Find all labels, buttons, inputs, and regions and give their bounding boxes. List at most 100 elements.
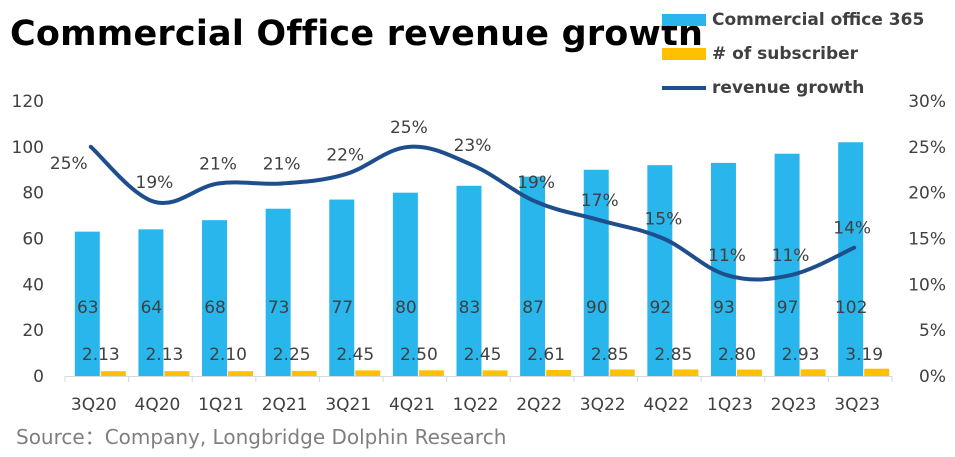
growth-point-label: 21% (199, 155, 237, 175)
revenue-bar (583, 169, 609, 376)
subscriber-bar-label: 2.13 (82, 345, 120, 365)
x-tick-label: 3Q23 (834, 395, 880, 415)
x-tick-label: 3Q22 (580, 395, 626, 415)
subscriber-bar-label: 2.61 (527, 345, 565, 365)
y-right-tick-label: 30% (908, 92, 946, 112)
source-note: Source：Company, Longbridge Dolphin Resea… (16, 425, 507, 449)
y-right-tick-label: 0% (919, 367, 946, 387)
revenue-bar-label: 80 (395, 298, 417, 318)
growth-point-label: 11% (708, 246, 746, 266)
y-left-tick-label: 20 (22, 321, 44, 341)
x-tick-label: 2Q23 (771, 395, 817, 415)
revenue-bar-label: 102 (835, 298, 867, 318)
revenue-bar (774, 153, 800, 376)
subscriber-bar (291, 370, 317, 376)
x-tick-label: 4Q22 (643, 395, 689, 415)
subscriber-bar (673, 369, 699, 376)
revenue-bar-label: 92 (650, 298, 672, 318)
subscriber-bar-label: 2.10 (209, 345, 247, 365)
legend-swatch-subscribers (662, 48, 706, 60)
revenue-bar (392, 192, 418, 376)
legend-item-revenue: Commercial office 365 (662, 8, 924, 32)
subscriber-bar-label: 2.50 (400, 345, 438, 365)
subscriber-bar (609, 369, 635, 376)
y-right-tick-label: 20% (908, 184, 946, 204)
growth-point-label: 14% (833, 219, 871, 239)
x-tick-label: 2Q22 (516, 395, 562, 415)
legend-item-growth: revenue growth (662, 76, 864, 100)
legend-swatch-revenue (662, 14, 706, 26)
subscriber-bar-label: 2.80 (718, 345, 756, 365)
x-tick-label: 1Q21 (198, 395, 244, 415)
revenue-bar-label: 87 (522, 298, 544, 318)
legend-label-growth: revenue growth (712, 78, 865, 98)
subscriber-bar (800, 369, 826, 376)
x-tick-label: 1Q22 (453, 395, 499, 415)
x-tick-label: 2Q21 (262, 395, 308, 415)
subscriber-bar (228, 371, 254, 376)
revenue-bar-label: 97 (777, 298, 799, 318)
growth-point-label: 21% (263, 155, 301, 175)
y-right-tick-label: 25% (908, 138, 946, 158)
y-left-tick-label: 0 (33, 367, 44, 387)
subscriber-bar (864, 368, 890, 376)
revenue-bar (265, 208, 291, 376)
subscriber-bar-label: 2.45 (464, 345, 502, 365)
subscriber-bar (100, 371, 126, 376)
growth-point-label: 19% (136, 173, 174, 193)
revenue-bar-label: 83 (459, 298, 481, 318)
revenue-bar (647, 165, 673, 376)
revenue-bar-label: 64 (141, 298, 163, 318)
x-tick-label: 3Q20 (71, 395, 117, 415)
subscriber-bar-label: 2.85 (654, 345, 692, 365)
growth-point-label: 22% (326, 145, 364, 165)
growth-point-label: 19% (517, 173, 555, 193)
growth-point-label: 25% (390, 118, 428, 138)
growth-point-label: 23% (454, 136, 492, 156)
legend-item-subscribers: # of subscriber (662, 42, 858, 66)
growth-point-label: 15% (644, 210, 682, 230)
subscriber-bar (164, 371, 190, 376)
subscriber-bar-label: 2.25 (273, 345, 311, 365)
subscriber-bar-label: 2.85 (591, 345, 629, 365)
revenue-bar (520, 176, 546, 376)
subscriber-bar (418, 370, 444, 376)
subscriber-bar-label: 2.45 (336, 345, 374, 365)
subscriber-bar (355, 370, 381, 376)
subscriber-bar-label: 2.13 (145, 345, 183, 365)
revenue-bar (838, 142, 864, 376)
revenue-bar (138, 229, 164, 376)
revenue-bar (329, 199, 355, 376)
revenue-bar (456, 185, 482, 376)
growth-point-label: 25% (50, 154, 88, 174)
growth-line (88, 144, 857, 282)
legend-line-growth (662, 86, 706, 90)
revenue-bar-label: 77 (331, 298, 353, 318)
growth-point-label: 17% (581, 191, 619, 211)
subscriber-bar-label: 3.19 (845, 345, 883, 365)
y-right-tick-label: 10% (908, 275, 946, 295)
revenue-bar (202, 220, 228, 376)
y-left-tick-label: 60 (22, 230, 44, 250)
chart-title: Commercial Office revenue growth (10, 14, 704, 54)
subscriber-bar-label: 2.93 (782, 345, 820, 365)
revenue-bar (74, 231, 100, 376)
y-left-tick-label: 40 (22, 275, 44, 295)
revenue-bar-label: 63 (77, 298, 99, 318)
legend-label-subscribers: # of subscriber (712, 44, 859, 64)
subscriber-bar (546, 370, 572, 376)
y-left-tick-label: 100 (12, 138, 44, 158)
y-right-tick-label: 5% (919, 321, 946, 341)
x-tick-label: 4Q20 (135, 395, 181, 415)
x-tick-label: 1Q23 (707, 395, 753, 415)
y-left-tick-label: 120 (12, 92, 44, 112)
revenue-bar-label: 90 (586, 298, 608, 318)
revenue-bar-label: 93 (713, 298, 735, 318)
subscriber-bar (736, 369, 762, 376)
x-tick-label: 3Q21 (325, 395, 371, 415)
revenue-bar-label: 73 (268, 298, 290, 318)
growth-point-label: 11% (772, 246, 810, 266)
revenue-bar-label: 68 (204, 298, 226, 318)
x-tick-label: 4Q21 (389, 395, 435, 415)
